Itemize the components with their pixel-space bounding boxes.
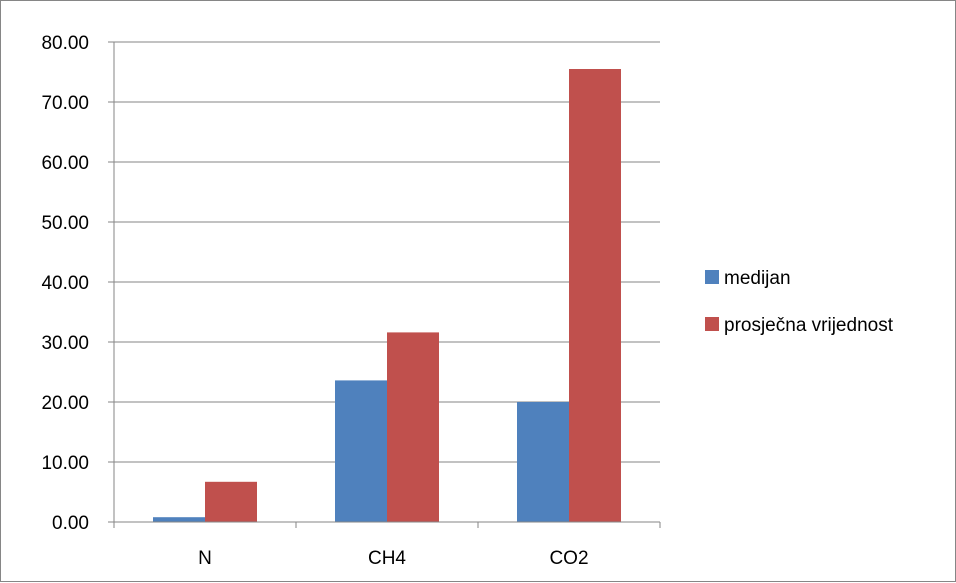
- bars: [153, 69, 621, 522]
- y-tick-labels: 0.00 10.00 20.00 30.00 40.00 50.00 60.00 70.00 8…: [41, 33, 89, 534]
- bar-prosječna-vrijednost-CH4: [387, 332, 439, 522]
- legend: medijan prosječna vrijednost: [705, 268, 894, 336]
- bar-medijan-CO2: [517, 402, 569, 522]
- axes: [108, 41, 661, 528]
- bar-prosječna-vrijednost-N: [205, 481, 257, 522]
- y-tick-label: 50.00: [41, 213, 89, 234]
- x-tick-label: N: [198, 548, 212, 569]
- x-tick-label: CO2: [549, 548, 588, 569]
- y-tick-label: 80.00: [41, 33, 89, 54]
- legend-label: prosječna vrijednost: [724, 315, 894, 336]
- x-tick-label: CH4: [368, 548, 406, 569]
- y-tick-label: 30.00: [41, 333, 89, 354]
- y-tick-label: 60.00: [41, 153, 89, 174]
- y-tick-label: 70.00: [41, 93, 89, 114]
- legend-swatch: [705, 317, 719, 331]
- bar-prosječna-vrijednost-CO2: [569, 69, 621, 522]
- y-tick-label: 20.00: [41, 393, 89, 414]
- y-tick-label: 0.00: [52, 513, 89, 534]
- bar-medijan-N: [153, 517, 205, 522]
- y-tick-label: 40.00: [41, 273, 89, 294]
- legend-label: medijan: [724, 268, 791, 289]
- x-tick-labels: N CH4 CO2: [198, 548, 588, 569]
- bar-medijan-CH4: [335, 380, 387, 522]
- y-tick-label: 10.00: [41, 453, 89, 474]
- legend-swatch: [705, 270, 719, 284]
